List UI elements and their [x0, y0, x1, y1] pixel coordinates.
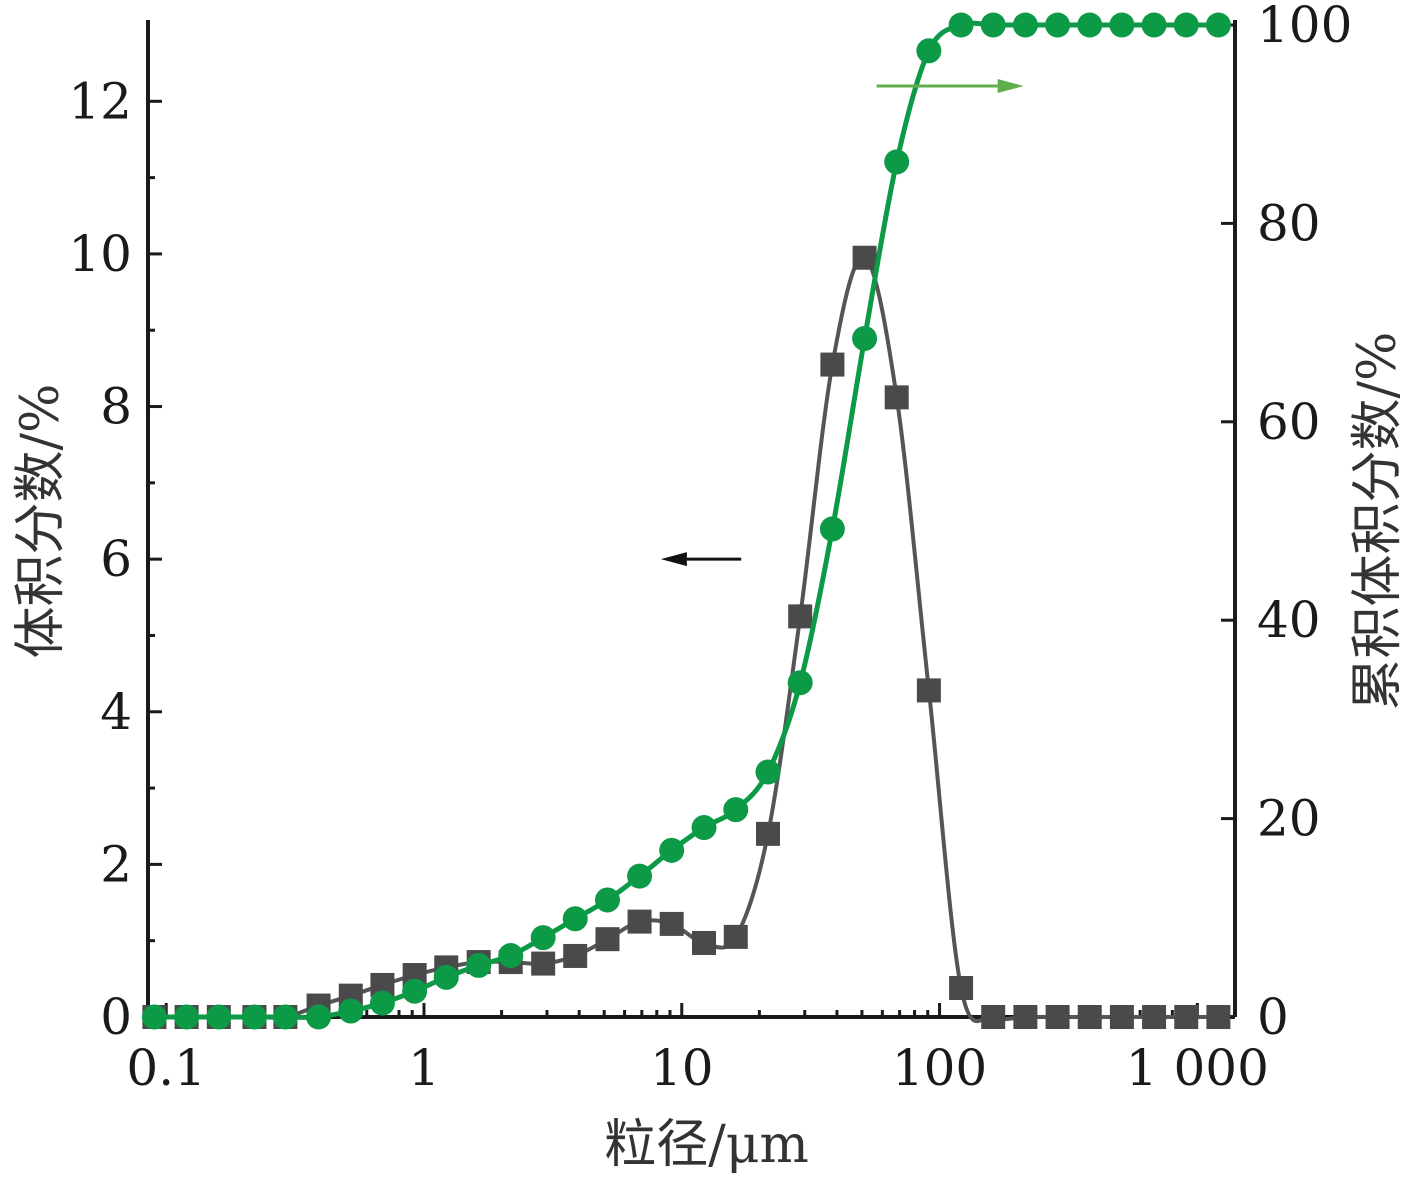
data-point-square — [788, 604, 813, 629]
data-point-square — [1142, 1005, 1167, 1029]
y-left-tick-label: 6 — [100, 530, 132, 588]
data-point-square — [981, 1005, 1006, 1029]
data-point-square — [723, 924, 748, 949]
data-point-circle — [338, 998, 364, 1024]
right-axis-arrow — [876, 79, 1024, 94]
x-tick-label: 0.1 — [126, 1039, 206, 1097]
annotation-layer — [660, 79, 1024, 567]
data-point-square — [563, 943, 588, 968]
y-right-tick-label: 60 — [1257, 393, 1321, 451]
data-point-circle — [948, 12, 974, 38]
data-point-circle — [1141, 12, 1167, 38]
data-point-circle — [498, 942, 524, 968]
data-point-circle — [755, 759, 781, 785]
y-left-axis-title: 体积分数/% — [11, 384, 71, 659]
data-point-circle — [562, 906, 588, 932]
data-point-circle — [433, 964, 459, 990]
volume-fraction-series — [142, 245, 1231, 1029]
data-point-circle — [466, 952, 492, 978]
data-point-circle — [819, 516, 845, 542]
data-point-circle — [723, 797, 749, 823]
arrow-head — [660, 552, 687, 567]
data-point-circle — [852, 325, 878, 351]
data-point-square — [820, 352, 845, 377]
y-right-tick-label: 100 — [1257, 0, 1352, 54]
data-point-circle — [272, 1004, 298, 1030]
data-point-square — [755, 821, 780, 846]
data-point-circle — [1045, 12, 1071, 38]
x-tick-label: 100 — [892, 1039, 987, 1097]
data-point-circle — [1077, 12, 1103, 38]
y-left-tick-label: 8 — [100, 378, 132, 436]
y-left-tick-label: 12 — [68, 72, 132, 130]
cumulative-volume-series — [141, 12, 1231, 1030]
data-point-circle — [1012, 12, 1038, 38]
data-point-square — [1206, 1005, 1231, 1029]
data-point-square — [852, 245, 877, 270]
data-point-square — [1109, 1005, 1134, 1029]
data-point-circle — [627, 863, 653, 889]
data-point-circle — [206, 1004, 232, 1030]
y-right-tick-label: 40 — [1257, 591, 1321, 649]
y-right-tick-label: 80 — [1257, 194, 1321, 252]
series-layer — [141, 12, 1231, 1030]
data-point-square — [884, 385, 909, 410]
data-point-circle — [306, 1004, 332, 1030]
data-point-circle — [141, 1004, 167, 1030]
data-point-circle — [1173, 12, 1199, 38]
data-point-circle — [174, 1004, 200, 1030]
series-line — [154, 255, 1219, 1024]
data-point-circle — [691, 815, 717, 841]
data-point-square — [1045, 1005, 1070, 1029]
series-line — [154, 20, 1219, 1020]
data-point-square — [531, 951, 556, 976]
data-point-circle — [980, 12, 1006, 38]
data-point-circle — [916, 38, 942, 64]
data-point-square — [595, 927, 620, 952]
y-left-tick-label: 10 — [68, 225, 132, 283]
x-tick-label: 1 — [408, 1039, 440, 1097]
data-point-square — [1077, 1005, 1102, 1029]
data-point-circle — [659, 837, 685, 863]
x-tick-label: 1 000 — [1126, 1039, 1269, 1097]
data-point-circle — [787, 670, 813, 696]
data-point-circle — [1109, 12, 1135, 38]
data-point-square — [916, 678, 941, 703]
y-left-tick-label: 2 — [100, 835, 132, 893]
data-point-circle — [530, 925, 556, 951]
left-axis-arrow — [660, 552, 742, 567]
data-point-circle — [369, 990, 395, 1016]
data-point-square — [1013, 1005, 1038, 1029]
data-point-square — [692, 930, 717, 955]
data-point-circle — [402, 978, 428, 1004]
y-right-tick-label: 20 — [1257, 790, 1321, 848]
data-point-square — [949, 976, 974, 1001]
y-left-tick-label: 4 — [100, 683, 132, 741]
y-right-axis-title: 累积体积分数/% — [1348, 332, 1408, 711]
data-point-circle — [1205, 12, 1231, 38]
data-point-square — [1174, 1005, 1199, 1029]
arrow-head — [997, 79, 1024, 94]
x-tick-label: 10 — [650, 1039, 714, 1097]
data-point-circle — [884, 149, 910, 175]
x-axis-title: 粒径/μm — [604, 1115, 809, 1175]
data-point-square — [627, 909, 652, 934]
data-point-circle — [594, 887, 620, 913]
y-left-tick-label: 0 — [100, 988, 132, 1046]
y-right-tick-label: 0 — [1257, 988, 1289, 1046]
data-point-circle — [241, 1004, 267, 1030]
data-point-square — [659, 911, 684, 936]
